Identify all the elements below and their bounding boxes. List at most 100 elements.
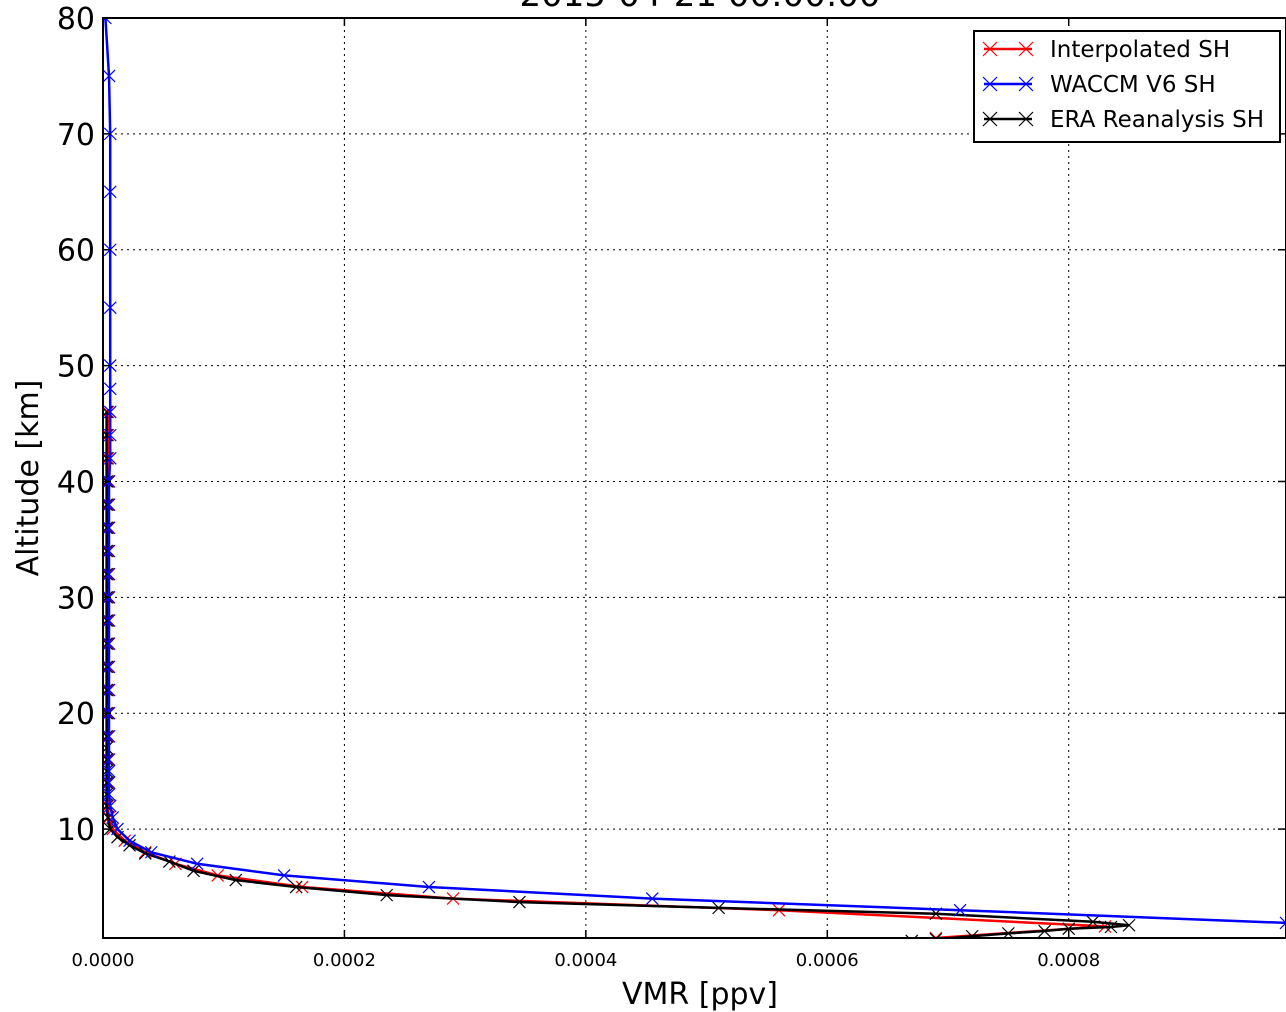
- data-point: [103, 544, 114, 558]
- series-interpolated-sh: [103, 405, 1112, 938]
- y-tick-label: 20: [57, 697, 95, 732]
- data-point: [103, 18, 112, 25]
- data-point: [1122, 918, 1136, 932]
- data-point: [277, 869, 291, 882]
- data-point: [103, 521, 116, 535]
- chart-title: 2015-04-21 00:00:00: [519, 0, 880, 15]
- plot-frame: [102, 17, 1286, 939]
- legend-marker: [982, 41, 998, 57]
- legend-marker: [1018, 76, 1034, 92]
- legend-label: Interpolated SH: [1050, 37, 1230, 63]
- x-axis: 0.0000 0.0002 0.0004 0.0006 0.0008: [72, 18, 1100, 971]
- data-point: [123, 838, 136, 852]
- data-point: [103, 799, 117, 813]
- data-point: [422, 880, 436, 894]
- data-point: [645, 892, 659, 906]
- legend-marker: [1018, 111, 1034, 127]
- data-point: [144, 845, 158, 859]
- legend: Interpolated SH WACCM V6 SH ERA Reanalysis…: [973, 30, 1281, 143]
- series-era-reanalysis-sh: [103, 405, 1136, 938]
- data-point: [1086, 915, 1100, 929]
- data-point: [111, 822, 124, 836]
- data-point: [929, 931, 943, 938]
- series-line: [104, 18, 1286, 925]
- data-point: [103, 764, 114, 778]
- data-point: [1104, 920, 1118, 934]
- data-point: [103, 382, 117, 396]
- data-point: [103, 301, 117, 315]
- series-waccm-v6-sh: [103, 18, 1286, 930]
- x-tick-label: 0.0000: [72, 950, 135, 971]
- grid-lines: [103, 18, 1286, 938]
- data-point: [103, 660, 116, 674]
- data-point: [380, 888, 394, 902]
- legend-entry: ERA Reanalysis SH: [982, 107, 1264, 133]
- data-point: [103, 69, 116, 83]
- series-line: [105, 412, 1130, 938]
- data-point: [103, 787, 116, 801]
- y-tick-label: 60: [57, 234, 95, 269]
- data-point: [1062, 922, 1076, 936]
- x-tick-label: 0.0006: [796, 950, 859, 971]
- x-tick-label: 0.0004: [554, 950, 617, 971]
- x-tick-label: 0.0002: [313, 950, 376, 971]
- legend-marker: [1018, 41, 1034, 57]
- data-point: [106, 811, 120, 824]
- data-point: [103, 776, 116, 790]
- data-point: [103, 741, 114, 755]
- y-axis: 10 20 30 40 50 60 70 80: [57, 2, 1286, 848]
- y-axis-label: Altitude [km]: [11, 380, 46, 577]
- y-tick-label: 70: [57, 118, 95, 153]
- data-point: [103, 637, 116, 651]
- series-layer: [103, 18, 1286, 938]
- y-tick-label: 30: [57, 581, 95, 616]
- data-point: [103, 614, 114, 627]
- data-point: [905, 934, 919, 938]
- data-point: [103, 683, 114, 697]
- data-point: [103, 753, 116, 766]
- legend-label: ERA Reanalysis SH: [1050, 107, 1264, 133]
- data-point: [929, 932, 943, 938]
- legend-entry: WACCM V6 SH: [982, 72, 1216, 98]
- data-point: [289, 880, 303, 894]
- data-point: [103, 428, 117, 442]
- data-point: [103, 405, 117, 419]
- series-line: [106, 412, 1105, 938]
- data-point: [103, 729, 116, 743]
- data-point: [513, 895, 526, 909]
- data-point: [103, 521, 114, 535]
- data-point: [103, 637, 114, 651]
- data-point: [103, 544, 116, 558]
- data-point: [1038, 924, 1051, 938]
- y-tick-label: 40: [57, 465, 95, 500]
- data-point: [103, 498, 116, 512]
- data-point: [190, 857, 204, 871]
- x-tick-label: 0.0008: [1037, 950, 1100, 971]
- data-point: [103, 451, 117, 465]
- legend-marker: [982, 76, 998, 92]
- legend-marker: [982, 111, 998, 127]
- y-tick-label: 80: [57, 2, 95, 37]
- data-point: [965, 929, 979, 938]
- data-point: [103, 567, 114, 581]
- x-axis-label: VMR [ppv]: [622, 977, 778, 1012]
- data-point: [103, 753, 114, 766]
- y-tick-label: 50: [57, 350, 95, 385]
- data-point: [187, 864, 200, 878]
- data-point: [103, 567, 116, 581]
- legend-entry: Interpolated SH: [982, 37, 1230, 63]
- data-point: [103, 776, 114, 790]
- data-point: [103, 729, 114, 743]
- data-point: [123, 834, 136, 848]
- data-point: [953, 903, 967, 917]
- data-point: [103, 764, 116, 778]
- data-point: [103, 498, 114, 512]
- legend-label: WACCM V6 SH: [1050, 72, 1216, 98]
- data-point: [103, 660, 114, 674]
- data-point: [1279, 916, 1286, 930]
- data-point: [103, 614, 116, 627]
- data-point: [712, 901, 726, 915]
- data-point: [103, 683, 116, 697]
- data-point: [229, 873, 243, 887]
